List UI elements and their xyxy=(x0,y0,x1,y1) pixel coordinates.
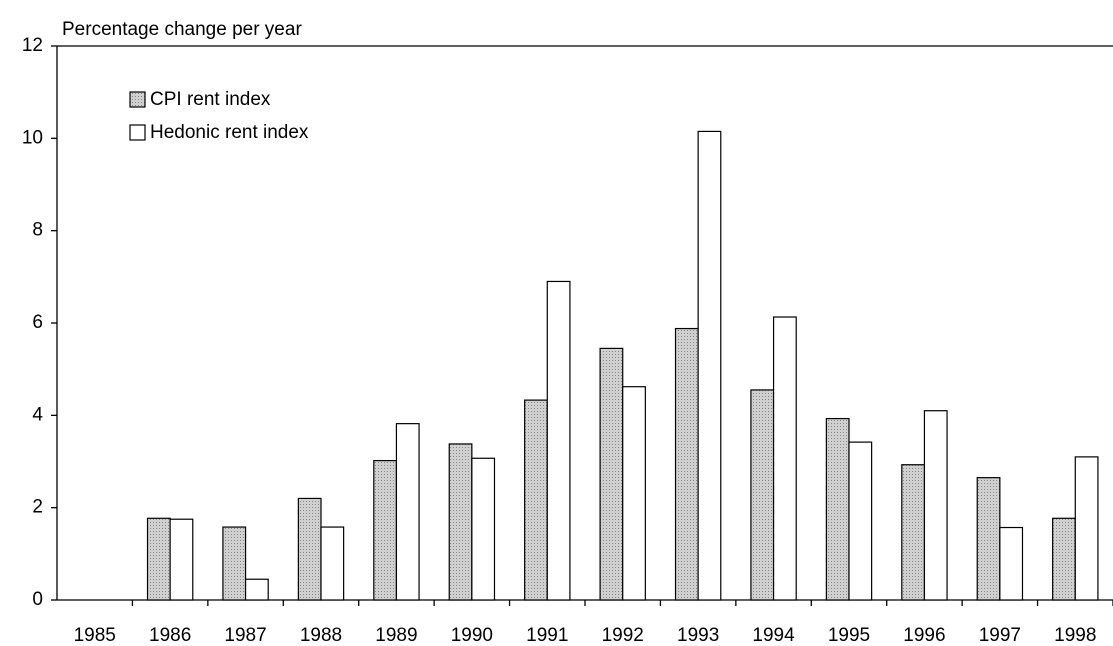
bar xyxy=(297,497,322,601)
legend-swatch xyxy=(129,124,146,141)
x-tick-label: 1987 xyxy=(224,625,266,646)
bar xyxy=(1052,517,1076,601)
y-tick-label: 0 xyxy=(32,589,43,610)
bar xyxy=(373,459,398,601)
y-tick-label: 12 xyxy=(22,35,43,56)
bar xyxy=(674,327,699,601)
x-tick-label: 1994 xyxy=(752,625,795,646)
y-tick-label: 10 xyxy=(22,127,43,148)
x-tick-label: 1991 xyxy=(526,625,568,646)
bar xyxy=(244,578,269,601)
bar xyxy=(395,423,420,601)
x-tick-label: 1990 xyxy=(451,625,493,646)
bar xyxy=(750,389,775,601)
x-tick-label: 1986 xyxy=(149,625,191,646)
x-tick-label: 1988 xyxy=(300,625,342,646)
bar xyxy=(825,417,850,601)
bar xyxy=(901,464,926,601)
bar xyxy=(320,526,345,601)
bar xyxy=(471,457,496,601)
bar xyxy=(848,441,873,601)
x-tick-label: 1996 xyxy=(903,625,945,646)
y-tick-label: 8 xyxy=(32,220,43,241)
y-tick-label: 2 xyxy=(32,497,43,518)
y-tick-label: 4 xyxy=(32,404,43,425)
legend-swatch xyxy=(129,91,146,108)
bar xyxy=(448,443,473,601)
bar xyxy=(622,386,646,601)
x-tick-label: 1995 xyxy=(828,625,870,646)
x-tick-label: 1997 xyxy=(979,625,1021,646)
x-tick-label: 1985 xyxy=(74,625,116,646)
x-tick-label: 1998 xyxy=(1054,625,1096,646)
x-tick-label: 1993 xyxy=(677,625,719,646)
legend-label: CPI rent index xyxy=(150,89,271,110)
bar xyxy=(999,526,1024,601)
y-tick-label: 6 xyxy=(32,312,43,333)
bar xyxy=(524,399,548,601)
bar xyxy=(1074,456,1099,601)
bar xyxy=(222,526,247,601)
bar xyxy=(697,130,722,601)
bar xyxy=(546,280,571,601)
bar xyxy=(976,477,1001,601)
x-tick-label: 1989 xyxy=(375,625,417,646)
bar xyxy=(599,347,624,601)
bar xyxy=(169,518,194,601)
bar xyxy=(146,517,171,601)
legend-label: Hedonic rent index xyxy=(150,122,309,143)
bar xyxy=(923,410,948,601)
y-axis-label: Percentage change per year xyxy=(62,19,302,40)
bar xyxy=(772,316,797,601)
x-tick-label: 1992 xyxy=(602,625,644,646)
